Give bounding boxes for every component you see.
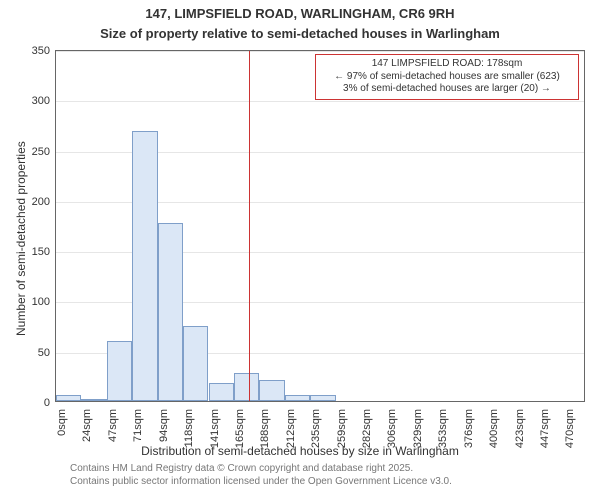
histogram-bar xyxy=(56,395,81,401)
y-tick-label: 0 xyxy=(44,397,50,409)
y-gridline xyxy=(56,51,584,52)
y-gridline xyxy=(56,101,584,102)
chart-title-main: 147, LIMPSFIELD ROAD, WARLINGHAM, CR6 9R… xyxy=(0,6,600,21)
y-tick-label: 100 xyxy=(32,296,50,308)
histogram-bar xyxy=(234,373,259,401)
credits: Contains HM Land Registry data © Crown c… xyxy=(70,463,590,488)
histogram-bar xyxy=(183,326,208,401)
y-tick-label: 300 xyxy=(32,95,50,107)
histogram-bar xyxy=(81,399,106,401)
annotation-line-3: 3% of semi-detached houses are larger (2… xyxy=(322,83,572,96)
x-tick-label: 306sqm xyxy=(386,389,398,428)
x-tick-label: 259sqm xyxy=(336,389,348,428)
x-tick-label: 400sqm xyxy=(488,389,500,428)
histogram-bar xyxy=(158,223,183,401)
x-tick-label: 376sqm xyxy=(463,389,475,428)
x-tick-label: 353sqm xyxy=(437,389,449,428)
annotation-line-2: ← 97% of semi-detached houses are smalle… xyxy=(322,71,572,84)
x-tick-label: 423sqm xyxy=(514,389,526,428)
y-tick-label: 250 xyxy=(32,146,50,158)
plot-area: 0501001502002503003500sqm24sqm47sqm71sqm… xyxy=(55,50,585,402)
y-tick-label: 50 xyxy=(38,347,50,359)
x-tick-label: 282sqm xyxy=(361,389,373,428)
property-marker-line xyxy=(249,51,250,401)
chart-title-sub: Size of property relative to semi-detach… xyxy=(0,26,600,41)
histogram-bar xyxy=(107,341,132,401)
x-tick-label: 447sqm xyxy=(539,389,551,428)
histogram-bar xyxy=(132,131,157,401)
x-axis-label: Distribution of semi-detached houses by … xyxy=(0,444,600,458)
y-tick-label: 200 xyxy=(32,196,50,208)
annotation-box: 147 LIMPSFIELD ROAD: 178sqm← 97% of semi… xyxy=(315,54,579,100)
histogram-bar xyxy=(209,383,234,401)
y-axis-label: Number of semi-detached properties xyxy=(14,141,28,336)
histogram-bar xyxy=(259,380,284,401)
credits-line-1: Contains HM Land Registry data © Crown c… xyxy=(70,463,590,476)
credits-line-2: Contains public sector information licen… xyxy=(70,476,590,489)
histogram-bar xyxy=(285,395,310,401)
y-tick-label: 150 xyxy=(32,246,50,258)
y-tick-label: 350 xyxy=(32,45,50,57)
x-tick-label: 24sqm xyxy=(81,392,93,425)
histogram-bar xyxy=(310,395,335,401)
x-tick-label: 470sqm xyxy=(564,389,576,428)
x-tick-label: 329sqm xyxy=(412,389,424,428)
chart-container: 147, LIMPSFIELD ROAD, WARLINGHAM, CR6 9R… xyxy=(0,0,600,500)
annotation-line-1: 147 LIMPSFIELD ROAD: 178sqm xyxy=(322,58,572,71)
